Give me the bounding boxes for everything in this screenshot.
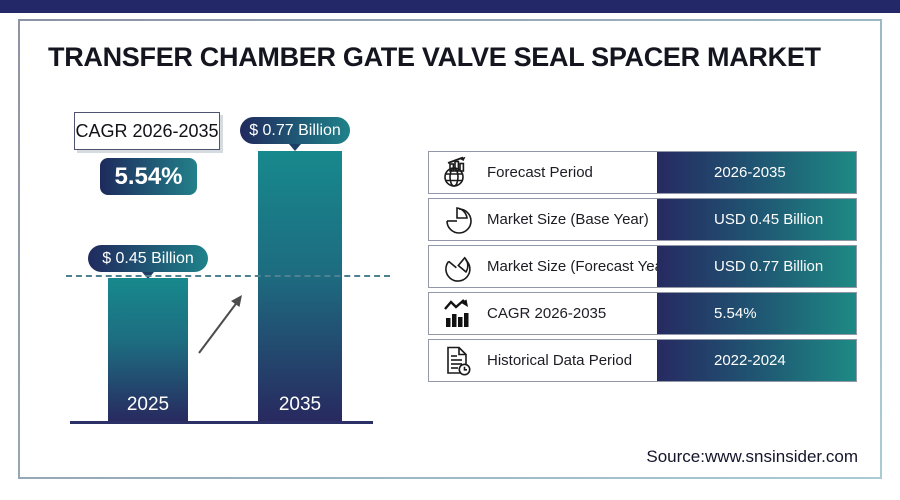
cagr-label-box: CAGR 2026-2035	[74, 112, 220, 150]
row-label-cell: Forecast Period	[429, 152, 657, 193]
page-title: TRANSFER CHAMBER GATE VALVE SEAL SPACER …	[48, 42, 821, 72]
row-value: 2026-2035	[714, 164, 786, 181]
cagr-value: 5.54%	[114, 162, 183, 190]
bar-2035: 2035	[258, 151, 342, 422]
top-navy-strip	[0, 0, 900, 13]
table-row: Market Size (Base Year) USD 0.45 Billion	[428, 198, 857, 241]
table-row: Historical Data Period 2022-2024	[428, 339, 857, 382]
bar-2025: 2025	[108, 278, 188, 422]
bar-value-callout-2035: $ 0.77 Billion	[240, 117, 350, 151]
row-value: 2022-2024	[714, 352, 786, 369]
row-label: Forecast Period	[487, 164, 593, 181]
bar-value-callout-2025: $ 0.45 Billion	[88, 245, 208, 279]
row-label-cell: Historical Data Period	[429, 340, 657, 381]
cagr-label: CAGR 2026-2035	[75, 120, 219, 141]
row-value: 5.54%	[714, 305, 757, 322]
table-row: Forecast Period 2026-2035	[428, 151, 857, 194]
bar-chart-trend-icon	[439, 296, 475, 332]
table-row: Market Size (Forecast Year) USD 0.77 Bil…	[428, 245, 857, 288]
globe-trend-icon	[439, 155, 475, 191]
bar-value-2035: $ 0.77 Billion	[249, 121, 341, 139]
table-row: CAGR 2026-2035 5.54%	[428, 292, 857, 335]
row-label-cell: Market Size (Forecast Year)	[429, 246, 673, 287]
callout-pointer	[289, 144, 301, 151]
row-value-cell: 5.54%	[657, 293, 856, 334]
row-label: CAGR 2026-2035	[487, 305, 607, 322]
document-clock-icon	[439, 343, 475, 379]
cagr-value-badge: 5.54%	[100, 158, 197, 195]
bar-value-2025: $ 0.45 Billion	[102, 249, 194, 267]
row-value-cell: 2022-2024	[657, 340, 856, 381]
row-value: USD 0.45 Billion	[714, 211, 824, 228]
bar-category-label-2035: 2035	[278, 394, 322, 415]
row-label-cell: CAGR 2026-2035	[429, 293, 657, 334]
market-info-table: Forecast Period 2026-2035 Market Size (B…	[428, 151, 857, 386]
reference-dashed-line	[66, 275, 390, 277]
row-value-cell: USD 0.77 Billion	[657, 246, 856, 287]
source-attribution: Source:www.snsinsider.com	[646, 447, 858, 466]
growth-arrow-icon	[198, 295, 242, 354]
chart-baseline	[70, 421, 373, 424]
row-label: Market Size (Forecast Year)	[487, 258, 673, 275]
row-label-cell: Market Size (Base Year)	[429, 199, 657, 240]
row-label: Market Size (Base Year)	[487, 211, 649, 228]
row-value: USD 0.77 Billion	[714, 258, 824, 275]
bar-category-label-2025: 2025	[126, 394, 170, 415]
row-value-cell: 2026-2035	[657, 152, 856, 193]
row-value-cell: USD 0.45 Billion	[657, 199, 856, 240]
pie-chart-icon	[439, 249, 475, 285]
row-label: Historical Data Period	[487, 352, 633, 369]
pie-chart-icon	[439, 202, 475, 238]
